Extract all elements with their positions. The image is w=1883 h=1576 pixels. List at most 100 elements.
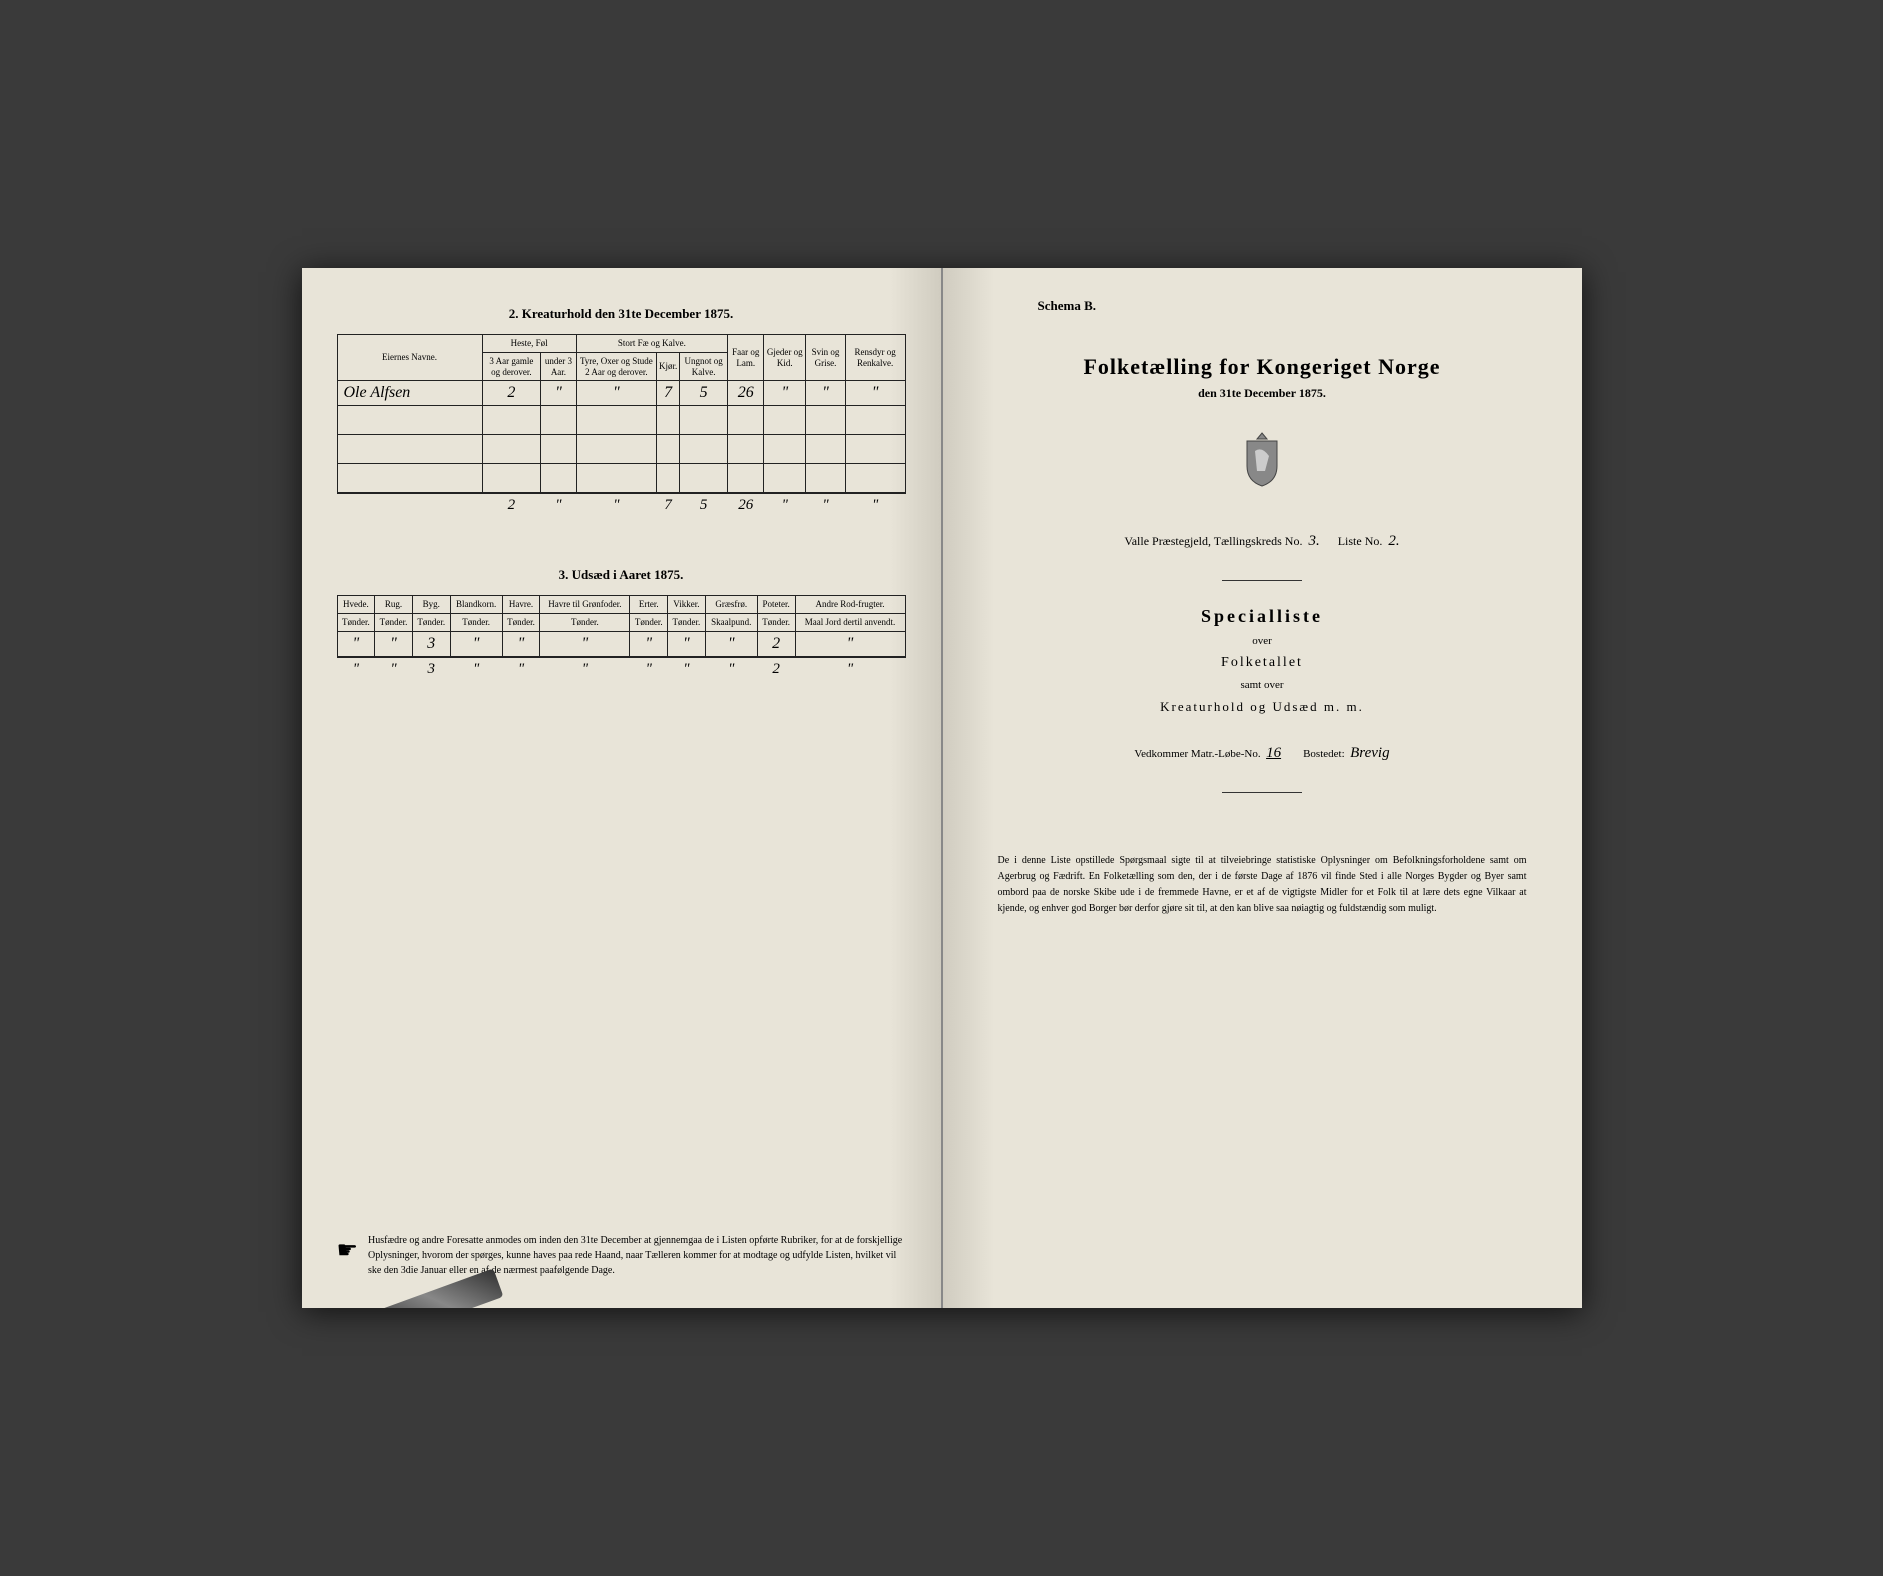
total: 2 xyxy=(482,493,541,517)
pointing-hand-icon: ☛ xyxy=(337,1233,359,1278)
col-stort-1: Kjør. xyxy=(657,352,680,381)
unit: Tønder. xyxy=(502,614,540,632)
total: " xyxy=(795,657,905,681)
col: Andre Rod-frugter. xyxy=(795,596,905,614)
unit: Tønder. xyxy=(540,614,630,632)
samt-text: samt over xyxy=(978,679,1547,691)
census-book-spread: 2. Kreaturhold den 31te December 1875. E… xyxy=(302,268,1582,1308)
unit: Tønder. xyxy=(450,614,502,632)
folketallet-heading: Folketallet xyxy=(978,655,1547,671)
table3-title: 3. Udsæd i Aaret 1875. xyxy=(337,567,906,583)
total: " xyxy=(845,493,905,517)
cell: " xyxy=(705,631,757,657)
total: 7 xyxy=(657,493,680,517)
census-date: den 31te December 1875. xyxy=(978,386,1547,401)
col: Byg. xyxy=(412,596,450,614)
col-stort: Stort Fæ og Kalve. xyxy=(576,335,727,353)
livestock-table: Eiernes Navne. Heste, Føl Stort Fæ og Ka… xyxy=(337,334,906,517)
table-row: " " 3 " " " " " " 2 " xyxy=(337,631,905,657)
unit: Skaalpund. xyxy=(705,614,757,632)
total: 26 xyxy=(728,493,764,517)
left-page: 2. Kreaturhold den 31te December 1875. E… xyxy=(302,268,943,1308)
col-svin: Svin og Grise. xyxy=(806,335,845,381)
total: 3 xyxy=(412,657,450,681)
unit: Tønder. xyxy=(337,614,375,632)
vedkommer-label: Vedkommer Matr.-Løbe-No. xyxy=(1134,748,1260,760)
totals-row: " " 3 " " " " " " 2 " xyxy=(337,657,905,681)
matr-no: 16 xyxy=(1266,745,1281,761)
total: " xyxy=(337,657,375,681)
total: 2 xyxy=(757,657,795,681)
total: " xyxy=(705,657,757,681)
col-rensdyr: Rensdyr og Renkalve. xyxy=(845,335,905,381)
cell: 3 xyxy=(412,631,450,657)
cell: " xyxy=(375,631,413,657)
col: Poteter. xyxy=(757,596,795,614)
owner-name: Ole Alfsen xyxy=(337,381,482,406)
col: Rug. xyxy=(375,596,413,614)
unit: Tønder. xyxy=(375,614,413,632)
right-footer-text: De i denne Liste opstillede Spørgsmaal s… xyxy=(978,853,1547,917)
footer-text: Husfædre og andre Foresatte anmodes om i… xyxy=(368,1233,905,1278)
col: Vikker. xyxy=(668,596,706,614)
cell: " xyxy=(845,381,905,406)
cell: " xyxy=(668,631,706,657)
col: Havre til Grønfoder. xyxy=(540,596,630,614)
col-faar: Faar og Lam. xyxy=(728,335,764,381)
kreaturhold-heading: Kreaturhold og Udsæd m. m. xyxy=(978,699,1547,715)
total: " xyxy=(540,657,630,681)
over-text: over xyxy=(978,635,1547,647)
vedkommer-line: Vedkommer Matr.-Løbe-No. 16 Bostedet: Br… xyxy=(978,745,1547,762)
cell: " xyxy=(795,631,905,657)
cell: " xyxy=(630,631,668,657)
total: " xyxy=(668,657,706,681)
unit: Maal Jord dertil anvendt. xyxy=(795,614,905,632)
table-row: Ole Alfsen 2 " " 7 5 26 " " " xyxy=(337,381,905,406)
cell: " xyxy=(576,381,656,406)
cell: " xyxy=(764,381,806,406)
col-stort-2: Ungnot og Kalve. xyxy=(680,352,728,381)
cell: " xyxy=(337,631,375,657)
table2-title: 2. Kreaturhold den 31te December 1875. xyxy=(337,306,906,322)
col-heste: Heste, Føl xyxy=(482,335,576,353)
col-navne: Eiernes Navne. xyxy=(337,335,482,381)
cell: " xyxy=(540,631,630,657)
specialliste-heading: Specialliste xyxy=(978,606,1547,627)
district-label: Valle Præstegjeld, Tællingskreds No. xyxy=(1124,534,1302,548)
total: " xyxy=(450,657,502,681)
unit: Tønder. xyxy=(757,614,795,632)
cell: 5 xyxy=(680,381,728,406)
total: " xyxy=(806,493,845,517)
bostedet-label: Bostedet: xyxy=(1303,748,1345,760)
unit: Tønder. xyxy=(668,614,706,632)
table-row xyxy=(337,406,905,435)
total: " xyxy=(764,493,806,517)
liste-no: 2. xyxy=(1388,533,1399,549)
liste-label: Liste No. xyxy=(1338,534,1383,548)
total: " xyxy=(541,493,577,517)
col: Græsfrø. xyxy=(705,596,757,614)
bosted-value: Brevig xyxy=(1350,745,1389,761)
divider xyxy=(1222,792,1302,793)
district-line: Valle Præstegjeld, Tællingskreds No. 3. … xyxy=(978,533,1547,550)
total: " xyxy=(375,657,413,681)
left-footer-note: ☛ Husfædre og andre Foresatte anmodes om… xyxy=(337,1233,906,1278)
cell: 26 xyxy=(728,381,764,406)
unit: Tønder. xyxy=(412,614,450,632)
cell: 7 xyxy=(657,381,680,406)
cell: " xyxy=(541,381,577,406)
schema-label: Schema B. xyxy=(1038,298,1547,314)
kreds-no: 3. xyxy=(1308,533,1319,549)
cell: " xyxy=(502,631,540,657)
cell: 2 xyxy=(757,631,795,657)
cell: " xyxy=(450,631,502,657)
total: " xyxy=(576,493,656,517)
total: " xyxy=(630,657,668,681)
census-title: Folketælling for Kongeriget Norge xyxy=(978,354,1547,380)
col-heste-1: under 3 Aar. xyxy=(541,352,577,381)
col-heste-0: 3 Aar gamle og derover. xyxy=(482,352,541,381)
col-stort-0: Tyre, Oxer og Stude 2 Aar og derover. xyxy=(576,352,656,381)
unit: Tønder. xyxy=(630,614,668,632)
col-gjeder: Gjeder og Kid. xyxy=(764,335,806,381)
total: " xyxy=(502,657,540,681)
